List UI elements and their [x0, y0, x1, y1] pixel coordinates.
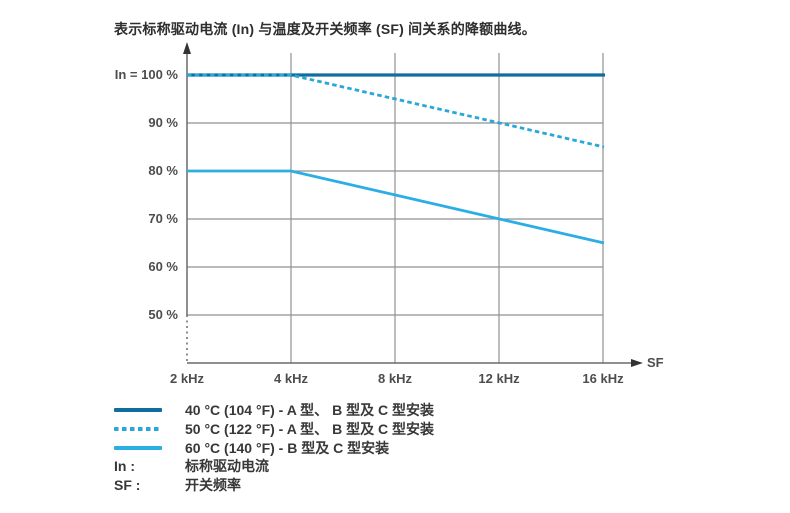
x-tick-8khz: 8 kHz	[378, 371, 412, 386]
def-text-in: 标称驱动电流	[185, 458, 269, 474]
y-tick-100: In = 100 %	[114, 67, 178, 82]
def-term-sf: SF :	[114, 477, 141, 493]
x-axis-arrow-icon	[631, 359, 643, 367]
x-tick-16khz: 16 kHz	[582, 371, 624, 386]
series-line-60c	[187, 169, 605, 245]
legend-label-50c: 50 °C (122 °F) - A 型、 B 型及 C 型安装	[185, 421, 434, 437]
vertical-gridlines	[290, 53, 604, 363]
horizontal-gridlines	[187, 122, 603, 316]
series-line-50c	[187, 73, 605, 149]
legend-swatch-40c-solid-icon	[114, 408, 162, 412]
def-text-sf: 开关频率	[185, 477, 241, 493]
y-tick-80: 80 %	[148, 163, 178, 178]
y-tick-70: 70 %	[148, 211, 178, 226]
legend-swatch-50c-dashed-icon	[114, 427, 162, 431]
legend-label-40c: 40 °C (104 °F) - A 型、 B 型及 C 型安装	[185, 402, 434, 418]
y-axis-arrow-icon	[183, 42, 191, 54]
legend-label-60c: 60 °C (140 °F) - B 型及 C 型安装	[185, 440, 390, 456]
x-tick-2khz: 2 kHz	[170, 371, 204, 386]
x-axis-label: SF	[647, 355, 664, 370]
y-tick-60: 60 %	[148, 259, 178, 274]
x-tick-4khz: 4 kHz	[274, 371, 308, 386]
y-tick-50: 50 %	[148, 307, 178, 322]
figure-title: 表示标称驱动电流 (In) 与温度及开关频率 (SF) 间关系的降额曲线。	[114, 21, 536, 37]
y-tick-90: 90 %	[148, 115, 178, 130]
x-tick-12khz: 12 kHz	[478, 371, 520, 386]
legend-swatch-60c-solid-icon	[114, 446, 162, 450]
def-term-in: In :	[114, 458, 135, 474]
